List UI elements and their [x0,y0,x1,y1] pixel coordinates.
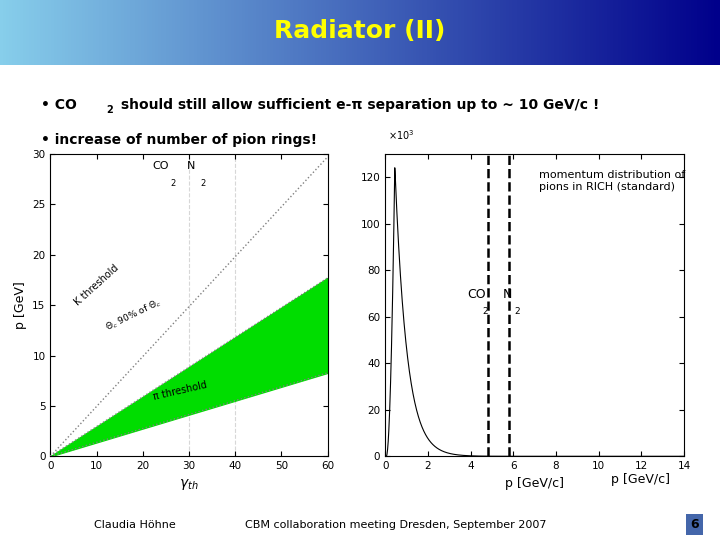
Text: N: N [186,161,195,171]
Text: momentum distribution of
pions in RICH (standard): momentum distribution of pions in RICH (… [539,170,685,192]
Text: 2: 2 [482,307,488,316]
Text: should still allow sufficient e-π separation up to ~ 10 GeV/c !: should still allow sufficient e-π separa… [116,98,599,112]
X-axis label: p [GeV/c]: p [GeV/c] [505,477,564,490]
Y-axis label: p [GeV]: p [GeV] [14,281,27,329]
Text: CO: CO [467,288,486,301]
Text: $\times10^3$: $\times10^3$ [388,128,415,142]
Text: 2: 2 [107,105,114,115]
Text: K threshold: K threshold [73,262,120,307]
X-axis label: $\gamma_{th}$: $\gamma_{th}$ [179,477,199,492]
Text: 2: 2 [514,307,520,316]
Text: 2: 2 [171,179,176,188]
Text: 2: 2 [201,179,206,188]
Text: Claudia Höhne: Claudia Höhne [94,519,176,530]
Text: p [GeV/c]: p [GeV/c] [611,472,670,485]
Text: 6: 6 [690,518,698,531]
Text: CBM collaboration meeting Dresden, September 2007: CBM collaboration meeting Dresden, Septe… [246,519,546,530]
Text: π threshold: π threshold [152,380,207,402]
Text: • CO: • CO [41,98,76,112]
Text: N: N [503,288,512,301]
Text: $\Theta_c$ 90% of $\Theta_c$: $\Theta_c$ 90% of $\Theta_c$ [104,296,163,334]
Text: CO: CO [152,161,168,171]
Text: Radiator (II): Radiator (II) [274,19,446,43]
Text: • increase of number of pion rings!: • increase of number of pion rings! [41,133,317,146]
